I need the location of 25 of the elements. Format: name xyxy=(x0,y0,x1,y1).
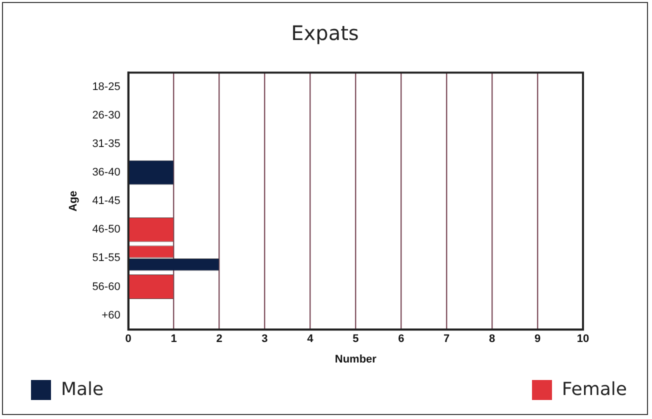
y-tick-label: 36-40 xyxy=(92,166,120,179)
x-tick-label: 1 xyxy=(170,333,177,346)
x-tick-label: 5 xyxy=(352,333,359,346)
legend-label: Female xyxy=(562,379,627,400)
y-tick-label: 56-60 xyxy=(92,280,120,293)
y-tick-label: 18-25 xyxy=(92,80,120,93)
chart-title: Expats xyxy=(290,21,360,45)
y-axis-title: Age xyxy=(68,190,80,212)
x-tick-label: 9 xyxy=(534,333,541,346)
x-tick-label: 10 xyxy=(576,333,590,346)
y-tick-label: 46-50 xyxy=(92,224,120,236)
x-tick-label: 3 xyxy=(262,333,268,346)
y-tick-label: 41-45 xyxy=(92,195,120,208)
y-tick-label: 51-55 xyxy=(92,252,120,264)
x-axis-title: Number xyxy=(334,353,378,366)
x-tick-label: 2 xyxy=(216,333,222,346)
y-tick-label: 26-30 xyxy=(92,109,120,122)
x-tick-label: 4 xyxy=(307,333,314,346)
x-tick-label: 6 xyxy=(398,333,404,346)
x-tick-label: 7 xyxy=(444,333,450,346)
y-tick-label: 31-35 xyxy=(92,138,120,150)
legend-label: Male xyxy=(61,379,104,400)
x-tick-label: 8 xyxy=(489,333,496,346)
y-tick-label: +60 xyxy=(102,309,120,322)
x-tick-label: 0 xyxy=(125,333,132,346)
